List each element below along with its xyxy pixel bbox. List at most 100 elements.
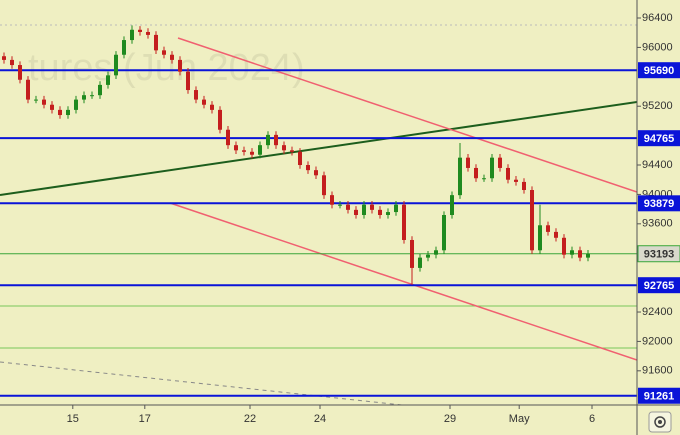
candle-body xyxy=(34,99,38,101)
candle-body xyxy=(354,209,358,215)
x-tick-label: 15 xyxy=(67,413,79,425)
candle-body xyxy=(554,231,558,238)
level-label: 91261 xyxy=(644,391,675,403)
candle-body xyxy=(402,204,406,240)
x-tick-label: 17 xyxy=(139,413,151,425)
candle-body xyxy=(154,34,158,51)
candle-body xyxy=(466,157,470,168)
x-tick-label: 6 xyxy=(589,413,595,425)
candle-body xyxy=(258,145,262,155)
candle-body xyxy=(250,151,254,155)
candles xyxy=(2,25,590,285)
candle-body xyxy=(570,250,574,255)
y-tick-label: 94400 xyxy=(642,159,673,171)
candle-body xyxy=(90,95,94,97)
candle-body xyxy=(26,79,30,100)
candle-body xyxy=(346,204,350,210)
candle-body xyxy=(98,84,102,96)
watermark: tures (Jun 2024) xyxy=(28,47,305,89)
candle-body xyxy=(58,109,62,116)
candle-body xyxy=(458,157,462,196)
candle-body xyxy=(218,109,222,130)
candle-body xyxy=(578,250,582,258)
candle-body xyxy=(202,99,206,105)
channel-line xyxy=(169,202,637,361)
channel-line xyxy=(177,37,637,193)
candle-body xyxy=(242,150,246,152)
drawings xyxy=(0,37,637,405)
candle-body xyxy=(482,178,486,180)
level-label-box xyxy=(638,195,680,212)
candle-body xyxy=(170,54,174,60)
candle-body xyxy=(42,99,46,105)
candle-body xyxy=(114,54,118,76)
candle-body xyxy=(378,209,382,215)
candle-body xyxy=(546,225,550,232)
candle-body xyxy=(274,134,278,146)
candle-body xyxy=(162,50,166,55)
candle-body xyxy=(66,109,70,116)
y-tick-label: 93600 xyxy=(642,218,673,230)
candle-body xyxy=(122,40,126,55)
candle-body xyxy=(2,56,6,60)
candle-body xyxy=(362,204,366,215)
candle-body xyxy=(426,254,430,258)
candle-body xyxy=(138,29,142,32)
candle-body xyxy=(562,237,566,255)
candle-body xyxy=(298,151,302,166)
x-tick-label: May xyxy=(509,413,530,425)
dashed-trend-line xyxy=(0,361,407,405)
y-tick-label: 92000 xyxy=(642,335,673,347)
candle-body xyxy=(442,214,446,251)
candle-body xyxy=(226,129,230,146)
candle-body xyxy=(514,179,518,182)
y-tick-label: 96400 xyxy=(642,12,673,24)
level-label-box xyxy=(638,387,680,404)
level-label: 92765 xyxy=(644,280,675,292)
candle-body xyxy=(450,195,454,215)
candle-body xyxy=(82,95,86,100)
candle-body xyxy=(282,145,286,151)
candle-body xyxy=(186,71,190,91)
x-tick-label: 29 xyxy=(444,413,456,425)
candle-body xyxy=(146,31,150,35)
candle-body xyxy=(410,239,414,268)
candle-body xyxy=(106,75,110,85)
y-tick-label: 95200 xyxy=(642,100,673,112)
candle-body xyxy=(498,157,502,168)
level-label: 93879 xyxy=(644,198,675,210)
x-tick-label: 22 xyxy=(244,413,256,425)
settings-icon[interactable] xyxy=(648,411,672,433)
level-label: 94765 xyxy=(644,133,675,145)
candle-body xyxy=(266,134,270,146)
candle-body xyxy=(50,104,54,110)
candle-body xyxy=(18,65,22,80)
y-tick-label: 92400 xyxy=(642,306,673,318)
x-tick-label: 24 xyxy=(314,413,326,425)
candle-body xyxy=(394,204,398,213)
candle-body xyxy=(530,190,534,251)
y-tick-label: 91600 xyxy=(642,365,673,377)
candle-body xyxy=(386,212,390,215)
candle-body xyxy=(506,167,510,180)
trend-line xyxy=(0,101,637,196)
candle-body xyxy=(522,181,526,191)
candle-body xyxy=(434,250,438,255)
candle-body xyxy=(490,157,494,179)
candle-body xyxy=(306,165,310,171)
candle-body xyxy=(338,204,342,206)
candle-body xyxy=(290,150,294,152)
candle-body xyxy=(370,204,374,210)
candle-body xyxy=(322,175,326,196)
candle-body xyxy=(210,104,214,110)
candle-body xyxy=(10,59,14,66)
candle-body xyxy=(194,90,198,100)
level-label-box xyxy=(638,62,680,79)
candle-body xyxy=(418,257,422,268)
candle-body xyxy=(474,167,478,179)
level-label-box xyxy=(638,130,680,147)
candle-body xyxy=(586,253,590,258)
y-tick-label: 96000 xyxy=(642,41,673,53)
